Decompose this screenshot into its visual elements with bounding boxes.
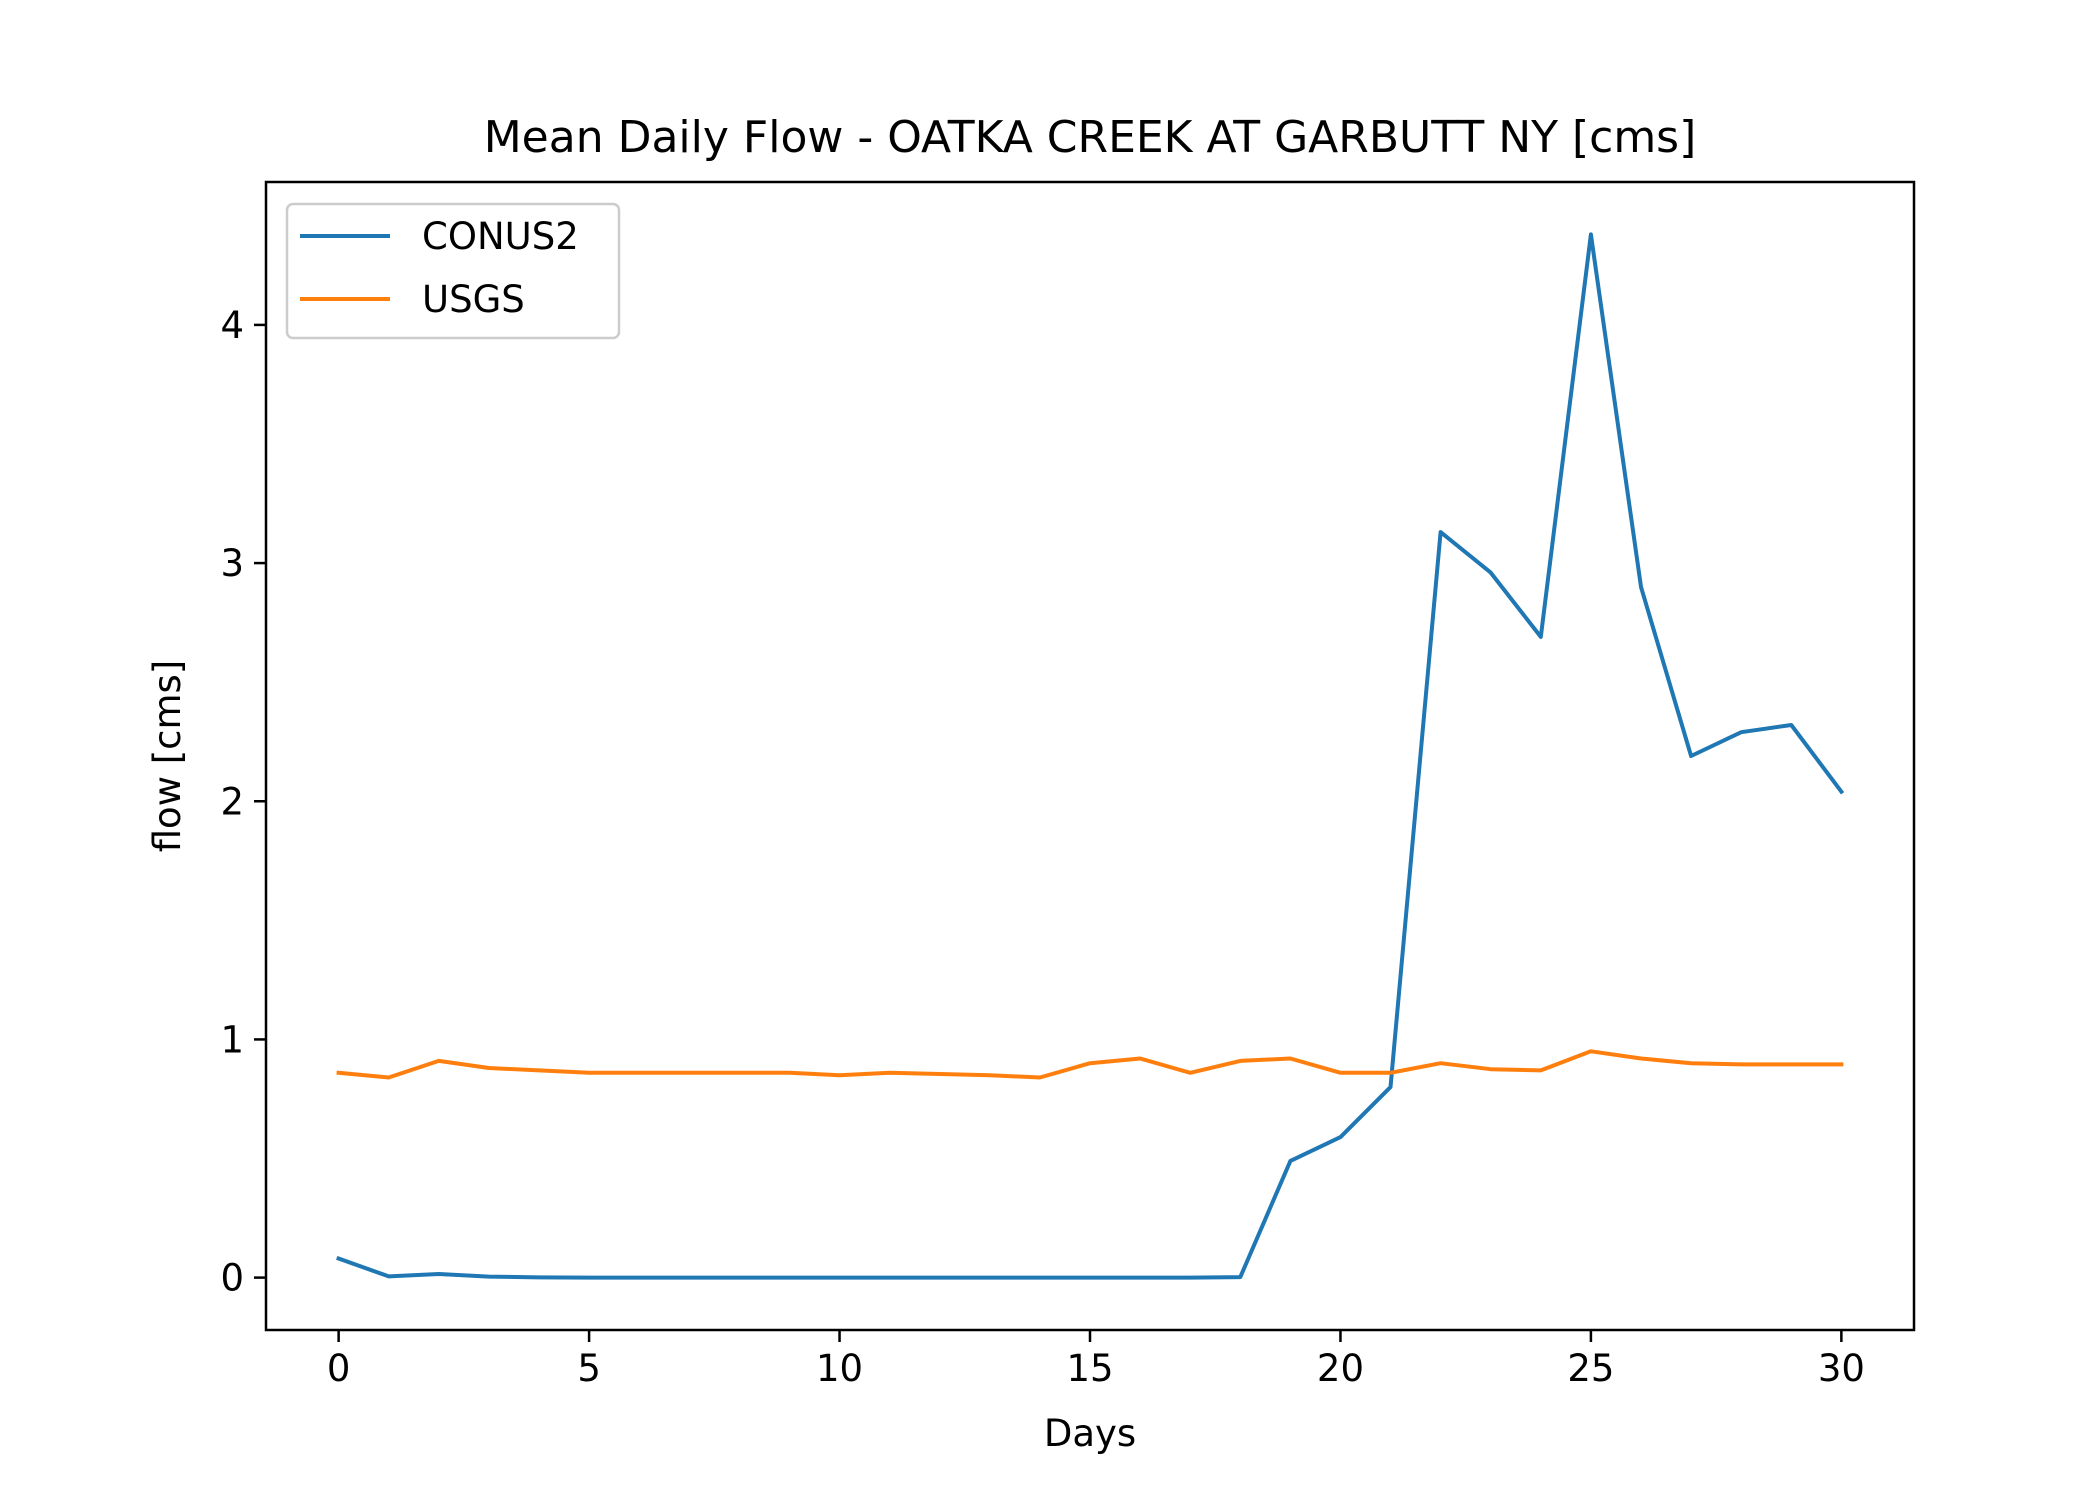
- x-tick-label: 30: [1818, 1347, 1865, 1390]
- x-axis: 0 5 10 15 20 25 30: [327, 1330, 1865, 1390]
- x-tick-label: 5: [577, 1347, 601, 1390]
- plot-frame: [264, 180, 1916, 1332]
- y-axis-label: flow [cms]: [146, 660, 189, 853]
- x-tick-label: 15: [1066, 1347, 1113, 1390]
- y-tick-label: 2: [220, 780, 244, 823]
- series-line-usgs: [336, 1049, 1844, 1080]
- y-axis: 0 1 2 3 4: [220, 304, 266, 1300]
- y-tick-label: 4: [220, 304, 244, 347]
- legend-label-usgs: USGS: [422, 278, 525, 321]
- chart-title: Mean Daily Flow - OATKA CREEK AT GARBUTT…: [484, 112, 1697, 163]
- x-tick-label: 25: [1567, 1347, 1614, 1390]
- y-tick-label: 1: [220, 1018, 244, 1061]
- legend: CONUS2 USGS: [285, 202, 621, 340]
- y-tick-label: 0: [220, 1257, 244, 1300]
- x-tick-label: 20: [1317, 1347, 1364, 1390]
- x-tick-label: 10: [816, 1347, 863, 1390]
- y-tick-label: 3: [220, 542, 244, 585]
- series-line-conus2: [336, 232, 1845, 1280]
- x-axis-label: Days: [1044, 1412, 1136, 1455]
- plot-area: [264, 180, 1916, 1332]
- legend-label-conus2: CONUS2: [422, 215, 579, 258]
- x-tick-label: 0: [327, 1347, 351, 1390]
